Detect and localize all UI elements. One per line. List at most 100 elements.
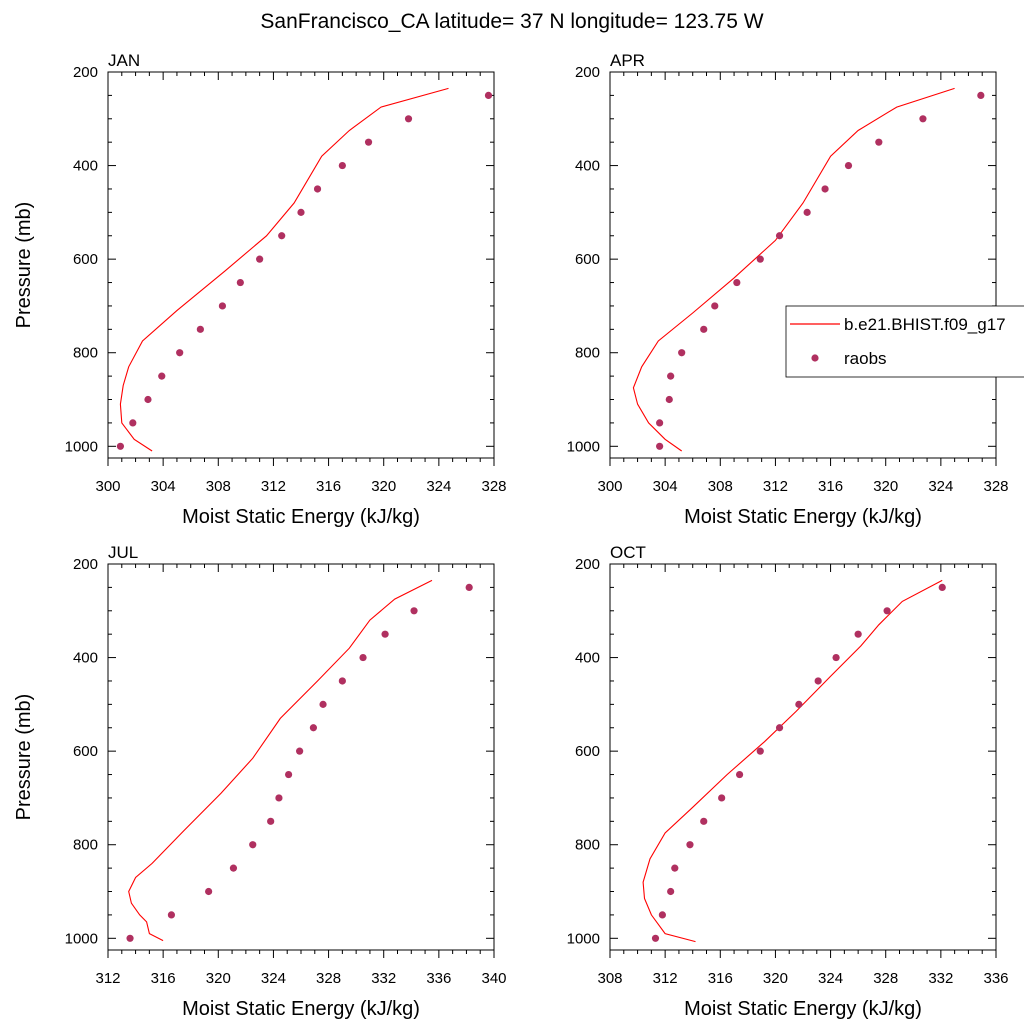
y-tick-label: 600 xyxy=(575,743,600,760)
x-tick-label: 328 xyxy=(316,970,341,987)
raobs-point xyxy=(665,395,673,404)
y-tick-label: 200 xyxy=(73,556,98,573)
raobs-point xyxy=(256,255,264,263)
raobs-point xyxy=(176,349,184,357)
y-tick-label: 400 xyxy=(73,650,98,667)
raobs-point xyxy=(875,138,883,146)
x-tick-label: 312 xyxy=(653,970,678,987)
raobs-point xyxy=(883,607,891,615)
panel-title: APR xyxy=(610,51,645,70)
y-tick-label: 200 xyxy=(575,64,600,81)
x-tick-label: 324 xyxy=(818,970,843,987)
x-tick-label: 336 xyxy=(426,970,451,987)
y-tick-label: 600 xyxy=(73,743,98,760)
y-axis-label: Pressure (mb) xyxy=(13,694,35,821)
y-tick-label: 200 xyxy=(575,556,600,573)
y-tick-label: 400 xyxy=(575,158,600,175)
y-tick-label: 800 xyxy=(575,837,600,854)
raobs-point xyxy=(278,232,286,240)
x-tick-label: 308 xyxy=(206,478,231,495)
y-tick-label: 600 xyxy=(575,251,600,268)
raobs-point xyxy=(718,794,726,802)
raobs-point xyxy=(284,770,293,779)
raobs-point xyxy=(775,232,784,240)
x-tick-label: 312 xyxy=(763,478,788,495)
x-tick-label: 316 xyxy=(818,478,843,495)
x-tick-label: 304 xyxy=(151,478,176,495)
y-axis-label: Pressure (mb) xyxy=(13,202,35,329)
raobs-point xyxy=(814,677,822,685)
raobs-point xyxy=(686,841,694,849)
x-tick-label: 324 xyxy=(928,478,953,495)
y-tick-label: 1000 xyxy=(567,438,600,455)
x-tick-label: 340 xyxy=(481,970,506,987)
x-tick-label: 328 xyxy=(481,478,506,495)
raobs-point xyxy=(678,349,686,357)
raobs-point xyxy=(338,161,346,170)
panel-title: JUL xyxy=(108,543,138,562)
raobs-point xyxy=(977,91,985,99)
raobs-point xyxy=(821,185,829,193)
x-tick-label: 328 xyxy=(873,970,898,987)
y-tick-label: 800 xyxy=(73,345,98,362)
x-tick-label: 320 xyxy=(763,970,788,987)
x-tick-label: 332 xyxy=(371,970,396,987)
y-tick-label: 1000 xyxy=(65,438,98,455)
raobs-point xyxy=(167,911,176,919)
page-title: SanFrancisco_CA latitude= 37 N longitude… xyxy=(260,10,763,33)
panel-title: JAN xyxy=(108,51,140,70)
x-tick-label: 316 xyxy=(316,478,341,495)
raobs-point xyxy=(129,419,137,427)
panel-oct: OCT 308 312 316 320 324 328 332 336 200 400 600 800 1… xyxy=(567,543,1009,1020)
raobs-point xyxy=(236,278,244,287)
raobs-point xyxy=(756,255,764,263)
raobs-point xyxy=(465,583,473,591)
x-tick-label: 332 xyxy=(928,970,953,987)
raobs-point xyxy=(711,302,719,310)
raobs-point xyxy=(338,677,346,685)
legend-marker-swatch xyxy=(811,354,819,362)
raobs-point xyxy=(359,653,367,662)
x-axis-label: Moist Static Energy (kJ/kg) xyxy=(182,506,420,528)
raobs-point xyxy=(844,161,853,170)
panel-jan: JAN 300 304 308 312 316 320 324 328 200 400 600 800 1… xyxy=(13,51,507,528)
panel-title: OCT xyxy=(610,543,646,562)
x-tick-label: 304 xyxy=(653,478,678,495)
raobs-point xyxy=(832,653,840,662)
y-tick-label: 1000 xyxy=(65,930,98,947)
x-tick-label: 320 xyxy=(371,478,396,495)
raobs-point xyxy=(229,864,238,872)
x-tick-label: 324 xyxy=(426,478,451,495)
x-axis-label: Moist Static Energy (kJ/kg) xyxy=(684,998,922,1020)
y-tick-label: 800 xyxy=(575,345,600,362)
x-tick-label: 312 xyxy=(95,970,120,987)
raobs-point xyxy=(410,607,418,615)
model-series-line xyxy=(128,579,433,942)
raobs-point xyxy=(275,794,283,802)
x-tick-label: 320 xyxy=(206,970,231,987)
raobs-point xyxy=(144,395,152,404)
y-tick-label: 400 xyxy=(575,650,600,667)
x-tick-label: 316 xyxy=(151,970,176,987)
x-tick-label: 308 xyxy=(708,478,733,495)
raobs-point xyxy=(938,583,946,591)
raobs-point xyxy=(667,887,675,896)
x-tick-label: 328 xyxy=(983,478,1008,495)
raobs-point xyxy=(795,700,803,708)
raobs-point xyxy=(775,724,784,732)
x-tick-label: 316 xyxy=(708,970,733,987)
panel-apr: APR 300 304 308 312 316 320 324 328 200 400 600 800 1… xyxy=(567,51,1009,528)
y-tick-label: 600 xyxy=(73,251,98,268)
raobs-point xyxy=(803,208,811,216)
raobs-point xyxy=(700,817,708,825)
raobs-point xyxy=(218,302,227,310)
raobs-point xyxy=(700,325,708,333)
raobs-point xyxy=(735,770,744,779)
legend-obs-label: raobs xyxy=(844,349,887,368)
panel-jul: JUL 312 316 320 324 328 332 336 340 200 400 600 800 1… xyxy=(13,543,507,1020)
y-tick-label: 400 xyxy=(73,158,98,175)
y-tick-label: 1000 xyxy=(567,930,600,947)
raobs-point xyxy=(656,419,664,427)
